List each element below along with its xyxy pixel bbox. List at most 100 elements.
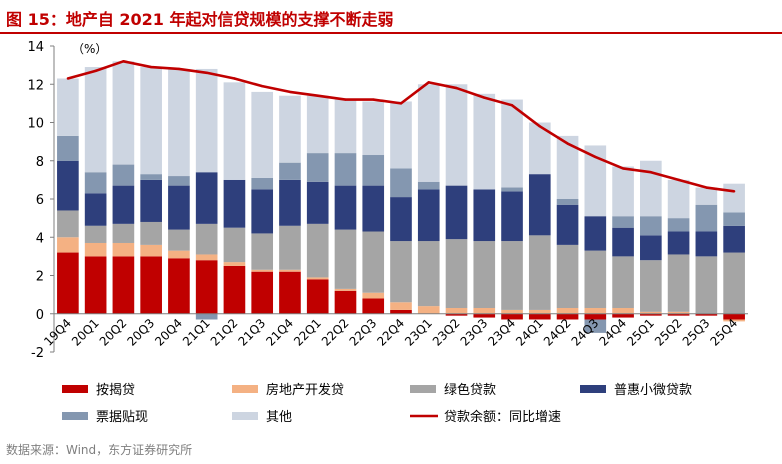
bar-stacks (57, 61, 745, 333)
y-axis: -2 0 2 4 6 8 10 12 14 (27, 40, 55, 361)
bar-segment (195, 260, 218, 314)
bar-segment (251, 189, 274, 234)
bar-segment (695, 187, 718, 205)
bar-segment (306, 277, 329, 280)
bar-segment (667, 218, 690, 232)
growth-line-point (372, 98, 375, 101)
bar-segment (57, 78, 79, 136)
figure-title: 图 15：地产自 2021 年起对信贷规模的支撑不断走弱 (6, 10, 394, 29)
bar-segment (473, 189, 496, 242)
bar-segment (612, 216, 634, 228)
bar-segment (112, 164, 135, 186)
bar-segment (723, 313, 745, 320)
bar-segment (84, 172, 107, 194)
bar-segment (195, 254, 218, 261)
x-tick-label: 23Q2 (430, 316, 463, 349)
bar-segment (667, 311, 690, 314)
bar-segment (445, 239, 468, 309)
bar-segment (362, 185, 385, 232)
bar-segment (140, 179, 162, 222)
bar-segment (640, 160, 662, 217)
legend-swatch (580, 385, 606, 393)
x-tick-label: 22Q2 (319, 316, 352, 349)
legend-label: 其他 (266, 410, 292, 425)
bar-segment (556, 199, 579, 205)
bar-segment (445, 313, 468, 316)
y-tick-label: 6 (36, 193, 44, 208)
x-tick-label: 24Q2 (541, 316, 574, 349)
bar-segment (195, 223, 218, 255)
bar-segment (556, 204, 579, 245)
bar-segment (584, 250, 607, 309)
bar-segment (390, 241, 412, 303)
bar-segment (306, 279, 329, 314)
bar-segment (362, 298, 385, 314)
bar-segment (723, 225, 745, 253)
bar-segment (279, 162, 301, 180)
x-tick-label: 20Q1 (69, 316, 102, 349)
x-tick-label: 25Q2 (652, 316, 685, 349)
bar-segment (584, 313, 607, 320)
growth-line-point (344, 98, 347, 101)
bar-segment (695, 313, 718, 316)
bar-segment (223, 179, 246, 228)
y-axis-unit-label: （%） (72, 42, 107, 56)
bar-segment (417, 306, 440, 314)
bar-segment (112, 185, 135, 224)
growth-line-point (205, 71, 208, 74)
bar-segment (57, 252, 79, 314)
bar-segment (140, 174, 162, 180)
title-rule (0, 32, 782, 34)
bar-segment (140, 67, 162, 175)
bar-segment (140, 244, 162, 257)
legend-swatch (410, 385, 436, 393)
bar-segment (251, 177, 274, 190)
growth-line-point (399, 102, 403, 105)
bar-segment (640, 260, 662, 312)
bar-segment (84, 242, 107, 257)
x-tick-label: 23Q1 (402, 316, 435, 349)
bar-segment (362, 231, 385, 293)
bar-segment (473, 308, 496, 314)
bar-segment (612, 227, 634, 257)
bar-segment (306, 153, 329, 182)
bar-segment (168, 250, 190, 259)
bar-segment (612, 313, 634, 318)
bar-segment (501, 187, 523, 192)
growth-line-point (94, 69, 97, 73)
growth-line-point (483, 96, 486, 99)
bar-segment (556, 135, 579, 199)
bar-segment (612, 166, 634, 217)
bar-segment (251, 233, 274, 270)
y-tick-label: 4 (36, 231, 44, 246)
bar-segment (723, 183, 745, 213)
y-tick-label: 12 (27, 78, 44, 93)
bar-segment (556, 244, 579, 309)
bar-segment (667, 254, 690, 312)
bar-segment (667, 179, 690, 219)
bar-segment (445, 308, 468, 314)
y-tick-label: 0 (36, 308, 44, 323)
bar-segment (251, 91, 274, 178)
growth-line-point (705, 186, 708, 189)
bar-segment (279, 179, 301, 226)
x-tick-label: 25Q1 (624, 316, 657, 349)
x-tick-label: 19Q4 (41, 316, 74, 349)
growth-line-point (677, 178, 680, 182)
bar-segment (362, 101, 385, 156)
bar-segment (168, 185, 190, 230)
bar-segment (612, 256, 634, 309)
legend-label: 普惠小微贷款 (614, 383, 692, 398)
x-tick-label: 23Q4 (485, 316, 518, 349)
y-tick-label: 14 (27, 40, 44, 55)
bar-segment (84, 193, 107, 226)
bar-segment (112, 223, 135, 243)
bar-segment (223, 262, 246, 266)
bar-segment (501, 309, 523, 314)
legend-label: 房地产开发贷 (266, 382, 344, 398)
bar-segment (306, 181, 329, 224)
bar-segment (140, 256, 162, 314)
bar-segment (528, 313, 551, 320)
